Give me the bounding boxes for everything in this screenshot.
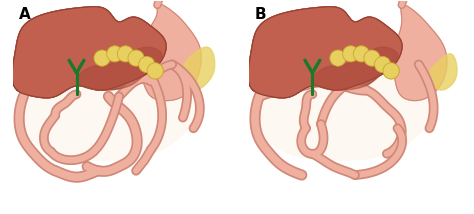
Circle shape: [107, 46, 123, 62]
Circle shape: [128, 50, 144, 66]
Circle shape: [374, 56, 391, 73]
Polygon shape: [18, 43, 198, 160]
Polygon shape: [393, 4, 447, 101]
Polygon shape: [76, 47, 162, 90]
Circle shape: [353, 46, 369, 62]
Circle shape: [147, 63, 163, 79]
Circle shape: [94, 50, 110, 66]
Circle shape: [118, 46, 134, 62]
Circle shape: [343, 46, 359, 62]
Circle shape: [343, 46, 359, 62]
Polygon shape: [182, 47, 215, 90]
Circle shape: [107, 46, 123, 62]
Polygon shape: [429, 54, 457, 90]
Polygon shape: [12, 7, 166, 98]
Polygon shape: [140, 4, 201, 101]
Text: B: B: [255, 7, 267, 22]
Circle shape: [147, 63, 163, 79]
Text: A: A: [19, 7, 31, 22]
Polygon shape: [254, 43, 434, 160]
Circle shape: [128, 50, 144, 66]
Circle shape: [364, 50, 380, 66]
Circle shape: [330, 50, 346, 66]
Polygon shape: [312, 47, 398, 90]
Circle shape: [94, 50, 110, 66]
Circle shape: [353, 46, 369, 62]
Circle shape: [383, 63, 399, 79]
Polygon shape: [248, 7, 402, 98]
Circle shape: [364, 50, 380, 66]
Polygon shape: [12, 7, 166, 98]
Circle shape: [330, 50, 346, 66]
Circle shape: [374, 56, 391, 73]
Circle shape: [383, 63, 399, 79]
Polygon shape: [248, 7, 402, 98]
Polygon shape: [312, 47, 398, 90]
Circle shape: [138, 56, 155, 73]
Polygon shape: [76, 47, 162, 90]
Circle shape: [138, 56, 155, 73]
Circle shape: [118, 46, 134, 62]
